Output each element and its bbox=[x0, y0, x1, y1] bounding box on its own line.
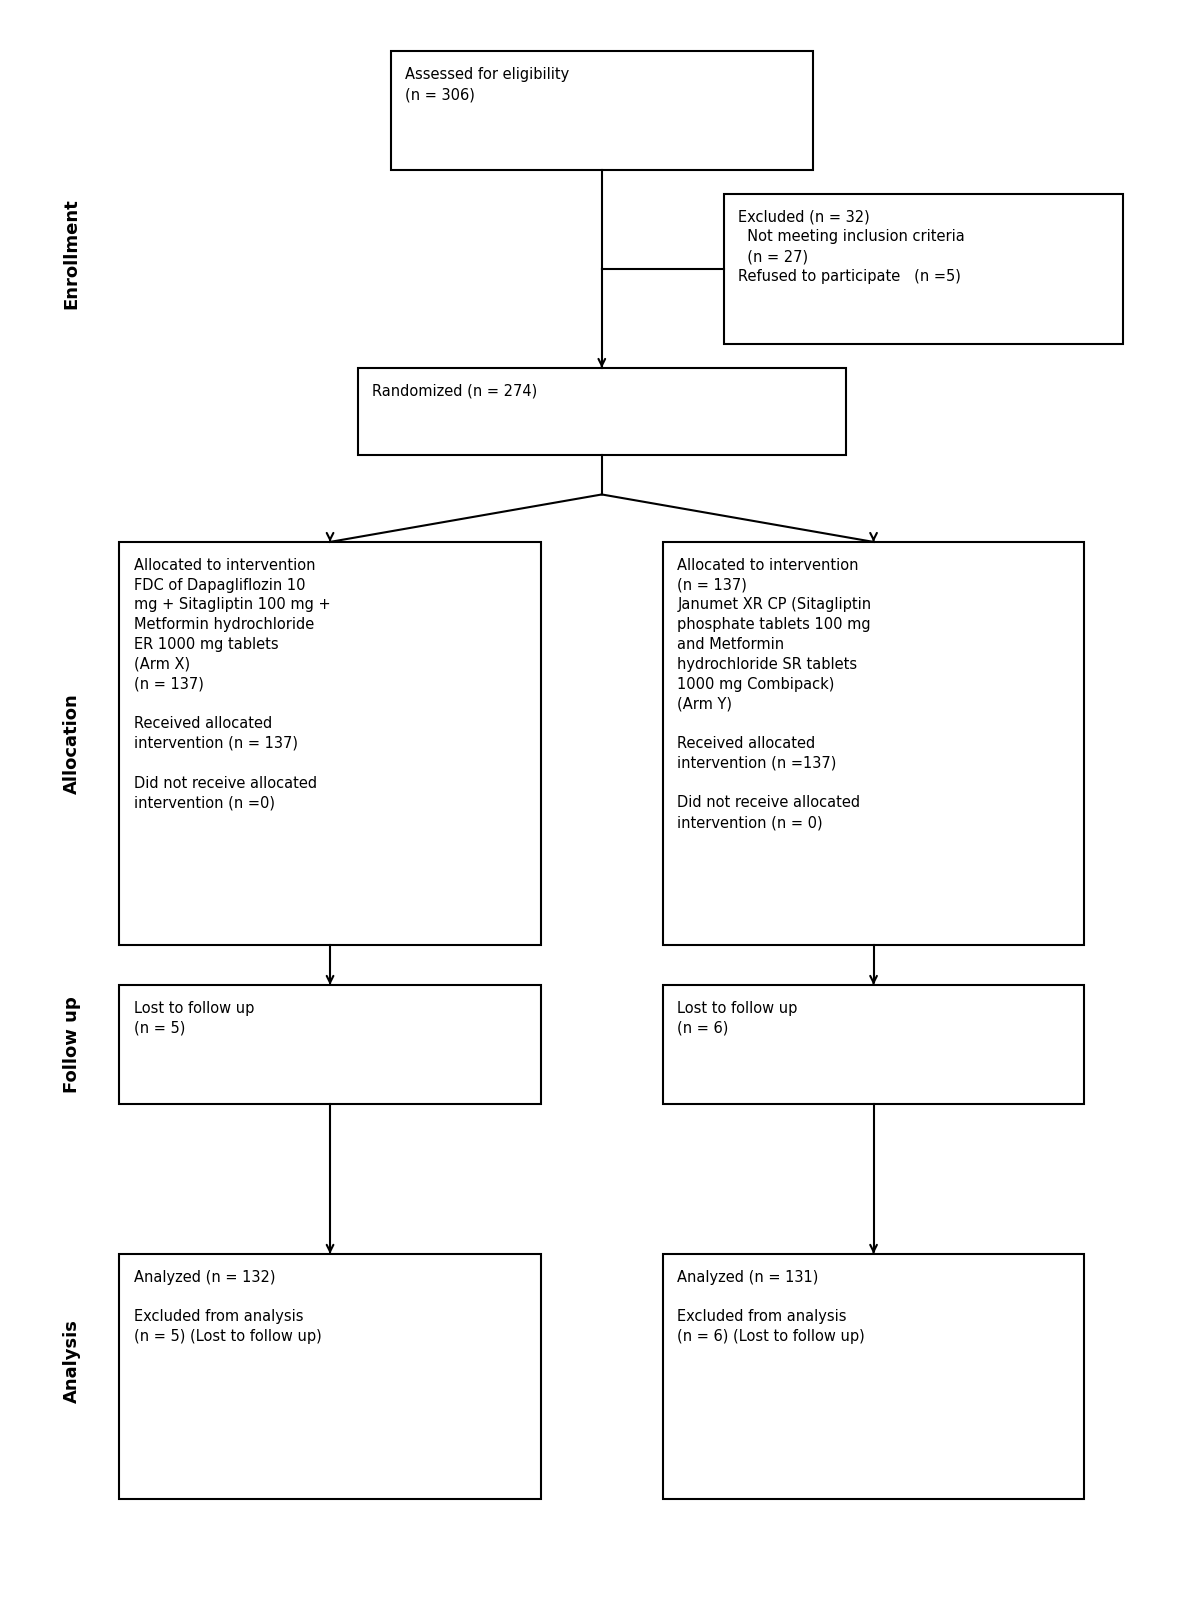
Text: Allocated to intervention
FDC of Dapagliflozin 10
mg + Sitagliptin 100 mg +
Metf: Allocated to intervention FDC of Dapagli… bbox=[133, 558, 330, 810]
FancyBboxPatch shape bbox=[119, 984, 540, 1104]
FancyBboxPatch shape bbox=[358, 368, 846, 455]
Text: Lost to follow up
(n = 6): Lost to follow up (n = 6) bbox=[677, 1000, 798, 1036]
FancyBboxPatch shape bbox=[663, 1254, 1084, 1499]
Text: Excluded (n = 32)
  Not meeting inclusion criteria
  (n = 27)
Refused to partici: Excluded (n = 32) Not meeting inclusion … bbox=[739, 209, 965, 284]
Text: Assessed for eligibility
(n = 306): Assessed for eligibility (n = 306) bbox=[406, 67, 570, 102]
Text: Follow up: Follow up bbox=[63, 996, 80, 1093]
FancyBboxPatch shape bbox=[723, 193, 1123, 344]
FancyBboxPatch shape bbox=[391, 51, 813, 169]
FancyBboxPatch shape bbox=[663, 542, 1084, 946]
FancyBboxPatch shape bbox=[119, 1254, 540, 1499]
Text: Allocation: Allocation bbox=[63, 694, 80, 794]
Text: Lost to follow up
(n = 5): Lost to follow up (n = 5) bbox=[133, 1000, 254, 1036]
Text: Analyzed (n = 131)

Excluded from analysis
(n = 6) (Lost to follow up): Analyzed (n = 131) Excluded from analysi… bbox=[677, 1270, 865, 1344]
Text: Analyzed (n = 132)

Excluded from analysis
(n = 5) (Lost to follow up): Analyzed (n = 132) Excluded from analysi… bbox=[133, 1270, 321, 1344]
FancyBboxPatch shape bbox=[663, 984, 1084, 1104]
Text: Enrollment: Enrollment bbox=[63, 198, 80, 308]
Text: Randomized (n = 274): Randomized (n = 274) bbox=[372, 384, 537, 400]
Text: Analysis: Analysis bbox=[63, 1318, 80, 1403]
Text: Allocated to intervention
(n = 137)
Janumet XR CP (Sitagliptin
phosphate tablets: Allocated to intervention (n = 137) Janu… bbox=[677, 558, 871, 829]
FancyBboxPatch shape bbox=[119, 542, 540, 946]
